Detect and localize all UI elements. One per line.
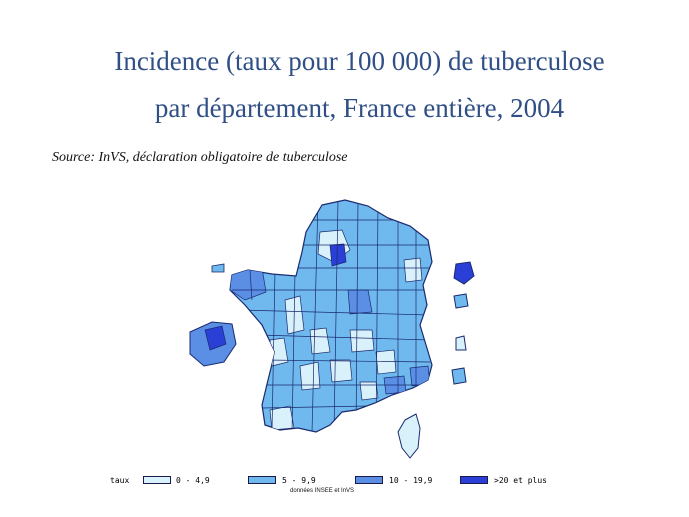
department-region [269, 405, 295, 431]
source-note: Source: InVS, déclaration obligatoire de… [52, 150, 348, 165]
department-region [375, 349, 397, 375]
overseas-mayotte [451, 367, 467, 385]
department-region [309, 327, 331, 355]
map-title-line-2: par département, France entière, 2004 [154, 93, 565, 123]
department-region [403, 257, 423, 283]
department-region [349, 329, 375, 353]
overseas-reunion [453, 261, 475, 285]
overseas-guadeloupe [455, 335, 467, 351]
legend-label-1: 0 - 4,9 [176, 476, 210, 485]
department-region [359, 381, 379, 401]
legend-title: taux [110, 476, 130, 485]
legend-swatch-3 [355, 476, 383, 484]
data-credit: données INSEE et InVS [290, 488, 355, 494]
overseas-island-small [211, 263, 225, 273]
legend-swatch-4 [460, 476, 488, 484]
mainland-france [229, 199, 433, 433]
legend-label-4: >20 et plus [494, 476, 547, 485]
overseas-guyane-core [204, 325, 227, 351]
department-region [329, 243, 347, 267]
legend-label-3: 10 - 19,9 [389, 476, 433, 485]
department-region [329, 359, 353, 383]
corsica [397, 413, 421, 459]
department-region [409, 365, 431, 387]
legend-swatch-2 [248, 476, 276, 484]
department-region [347, 289, 373, 315]
department-region [299, 361, 321, 391]
legend-label-2: 5 - 9,9 [282, 476, 316, 485]
map-title-line-1: Incidence (taux pour 100 000) de tubercu… [114, 46, 605, 76]
legend-swatch-1 [143, 476, 171, 484]
overseas-martinique [453, 293, 469, 309]
